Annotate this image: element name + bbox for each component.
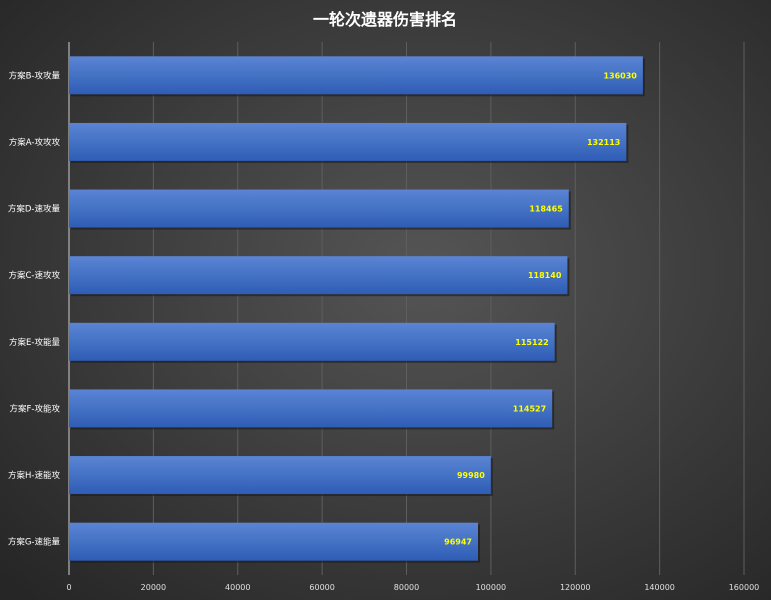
- data-label: 118140: [528, 271, 562, 280]
- category-label: 方案C-速攻攻: [8, 270, 60, 281]
- category-label: 方案H-速能攻: [8, 470, 60, 481]
- bar: [69, 189, 569, 228]
- data-label: 132113: [587, 138, 620, 147]
- bar: [69, 322, 555, 361]
- data-label: 118465: [529, 205, 563, 214]
- chart-title: 一轮次遗器伤害排名: [313, 10, 457, 29]
- bar: [69, 122, 627, 161]
- x-tick-label: 20000: [141, 583, 166, 592]
- category-label: 方案A-攻攻攻: [9, 137, 61, 148]
- data-label: 136030: [603, 71, 637, 80]
- data-label: 115122: [515, 338, 548, 347]
- x-tick-label: 0: [66, 583, 71, 592]
- data-label: 114527: [513, 404, 546, 413]
- x-tick-label: 120000: [560, 583, 591, 592]
- x-tick-label: 140000: [644, 583, 675, 592]
- category-label: 方案F-攻能攻: [10, 403, 61, 414]
- category-label: 方案D-速攻量: [8, 204, 61, 215]
- bar: [69, 256, 568, 295]
- x-tick-label: 100000: [476, 583, 507, 592]
- bar: [69, 522, 478, 561]
- category-label: 方案B-攻攻量: [9, 70, 61, 81]
- category-label: 方案G-速能量: [8, 537, 61, 548]
- x-tick-label: 80000: [394, 583, 419, 592]
- x-tick-label: 40000: [225, 583, 250, 592]
- data-label: 99980: [457, 471, 485, 480]
- category-label: 方案E-攻能量: [9, 337, 60, 348]
- x-tick-label: 60000: [309, 583, 334, 592]
- x-tick-label: 160000: [729, 583, 760, 592]
- bar: [69, 389, 553, 428]
- bar: [69, 56, 643, 95]
- data-label: 96947: [444, 538, 472, 547]
- bar: [69, 456, 491, 495]
